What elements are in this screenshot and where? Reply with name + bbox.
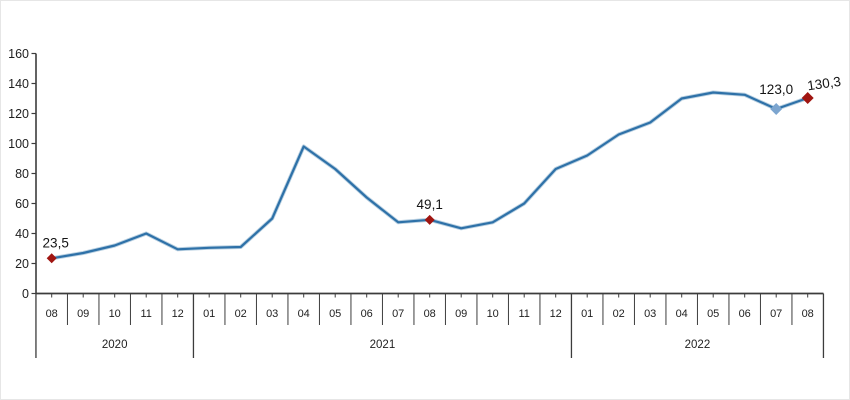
series-line-halo [49,90,810,261]
month-label: 07 [770,308,782,320]
month-label: 02 [613,308,625,320]
month-label: 10 [109,308,121,320]
month-label: 09 [455,308,467,320]
month-label: 05 [707,308,719,320]
month-label: 03 [266,308,278,320]
y-axis-tick-label: 140 [8,77,29,91]
data-point-value-label: 23,5 [43,235,69,250]
y-axis-tick-label: 120 [8,107,29,121]
month-label: 06 [361,308,373,320]
month-label: 09 [77,308,89,320]
red-diamond-marker [46,253,57,264]
month-label: 06 [739,308,751,320]
data-point-value-label: 123,0 [759,82,793,97]
y-axis-tick-label: 60 [15,197,29,211]
month-label: 11 [518,308,529,320]
month-label: 04 [676,308,688,320]
data-point-value-label: 49,1 [417,197,443,212]
y-axis-tick-label: 40 [15,227,29,241]
y-axis-tick-label: 80 [15,167,29,181]
month-label: 07 [392,308,404,320]
month-label: 01 [581,308,593,320]
month-label: 01 [203,308,215,320]
series-line [50,91,809,260]
month-label: 08 [802,308,814,320]
year-label: 2020 [102,339,128,351]
year-label: 2021 [370,339,396,351]
month-label: 12 [172,308,184,320]
red-diamond-marker [424,214,435,225]
year-label: 2022 [685,339,711,351]
month-label: 08 [424,308,436,320]
month-label: 05 [329,308,341,320]
y-axis-tick-label: 100 [8,137,29,151]
month-label: 03 [644,308,656,320]
month-label: 04 [298,308,310,320]
month-label: 11 [140,308,151,320]
blue-diamond-marker [770,103,783,115]
red-diamond-marker [801,92,814,105]
y-axis-tick-label: 160 [8,47,29,61]
month-label: 10 [487,308,499,320]
y-axis-tick-label: 20 [15,257,29,271]
month-label: 08 [46,308,58,320]
month-label: 02 [235,308,247,320]
y-axis-tick-label: 0 [22,287,29,301]
data-point-value-label: 130,3 [806,74,842,94]
month-label: 12 [550,308,562,320]
